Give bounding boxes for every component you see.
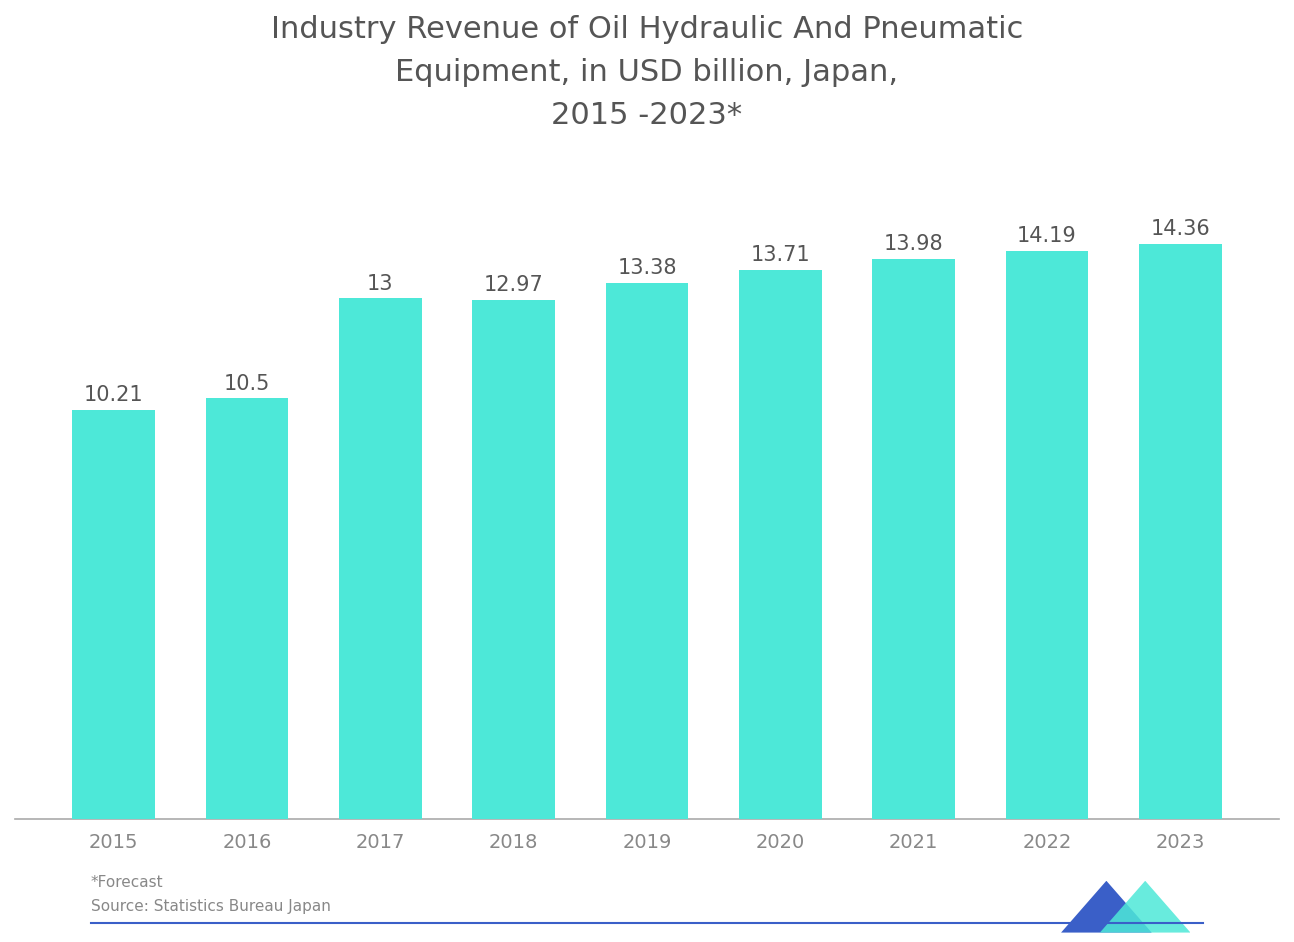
Text: 13.98: 13.98 — [884, 235, 943, 254]
Text: 12.97: 12.97 — [484, 275, 543, 295]
Bar — [472, 300, 555, 819]
Bar — [1005, 251, 1088, 819]
Bar — [739, 270, 822, 819]
Text: 13.71: 13.71 — [751, 245, 810, 266]
Bar — [872, 259, 955, 819]
Text: 13.38: 13.38 — [617, 258, 677, 279]
Text: 14.36: 14.36 — [1150, 219, 1210, 239]
Bar — [72, 410, 155, 819]
Text: 14.19: 14.19 — [1017, 226, 1077, 246]
Text: 10.5: 10.5 — [224, 374, 270, 394]
Polygon shape — [1100, 881, 1190, 933]
Bar — [1139, 244, 1222, 819]
Text: 10.21: 10.21 — [84, 385, 144, 405]
Bar — [606, 284, 688, 819]
Title: Industry Revenue of Oil Hydraulic And Pneumatic
Equipment, in USD billion, Japan: Industry Revenue of Oil Hydraulic And Pn… — [270, 15, 1024, 130]
Polygon shape — [1061, 881, 1152, 933]
Text: 13: 13 — [367, 273, 393, 294]
Text: *Forecast: *Forecast — [91, 875, 163, 890]
Bar — [206, 398, 289, 819]
Bar — [339, 299, 422, 819]
Text: Source: Statistics Bureau Japan: Source: Statistics Bureau Japan — [91, 899, 330, 914]
